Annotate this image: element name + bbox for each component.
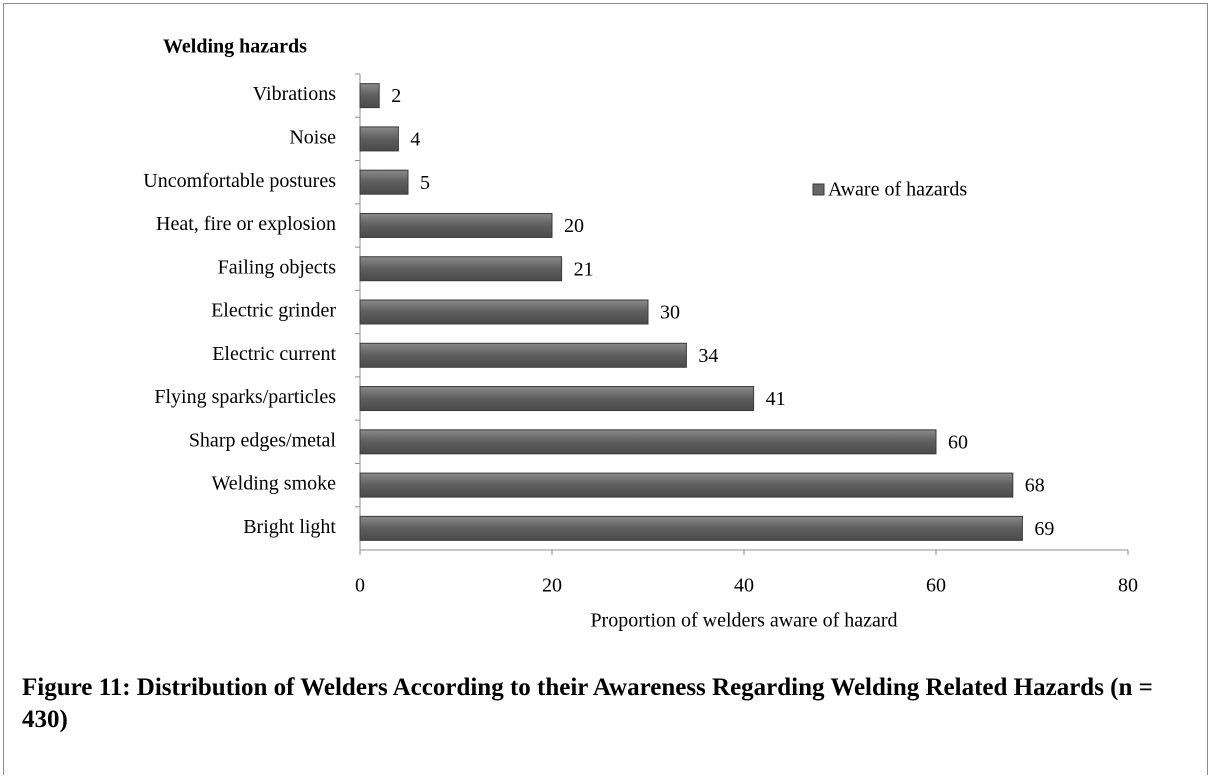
x-tick-label: 20 (542, 575, 562, 597)
bar (359, 386, 755, 412)
x-tick-label: 80 (1118, 575, 1138, 597)
bar (359, 299, 649, 325)
bar (359, 212, 553, 238)
y-tick-label: Welding smoke (212, 473, 337, 495)
legend-swatch (812, 183, 825, 196)
y-tick-label: Noise (289, 127, 336, 149)
y-tick-label: Electric grinder (211, 300, 336, 322)
data-label: 5 (420, 172, 430, 194)
bar (359, 429, 937, 455)
y-tick-label: Uncomfortable postures (143, 170, 336, 192)
y-tick-label: Failing objects (218, 256, 337, 278)
data-label: 4 (410, 129, 420, 151)
bar (359, 169, 409, 195)
bar (359, 342, 687, 368)
legend-label: Aware of hazards (828, 179, 967, 201)
data-label: 21 (574, 258, 594, 280)
bar (359, 515, 1023, 541)
data-label: 69 (1034, 518, 1054, 540)
y-tick-label: Heat, fire or explosion (156, 213, 336, 235)
figure-caption: Figure 11: Distribution of Welders Accor… (22, 674, 1153, 733)
y-tick-label: Electric current (212, 343, 336, 365)
y-tick-label: Bright light (243, 516, 336, 538)
data-label: 2 (391, 85, 401, 107)
y-tick-label: Sharp edges/metal (189, 429, 337, 451)
x-tick-label: 0 (355, 575, 365, 597)
x-tick-label: 40 (734, 575, 754, 597)
x-axis-label: Proportion of welders aware of hazard (590, 610, 897, 632)
data-label: 34 (698, 345, 718, 367)
y-tick-label: Vibrations (253, 83, 336, 105)
x-tick-label: 60 (926, 575, 946, 597)
data-label: 60 (948, 431, 968, 453)
bar (359, 126, 399, 152)
data-label: 41 (766, 388, 786, 410)
frame (3, 3, 1208, 775)
bar (359, 83, 380, 109)
y-tick-label: Flying sparks/particles (154, 386, 336, 408)
bar (359, 256, 563, 282)
y-axis-title: Welding hazards (163, 36, 307, 58)
data-label: 30 (660, 302, 680, 324)
data-label: 68 (1025, 475, 1045, 497)
bar (359, 472, 1014, 498)
data-label: 20 (564, 215, 584, 237)
